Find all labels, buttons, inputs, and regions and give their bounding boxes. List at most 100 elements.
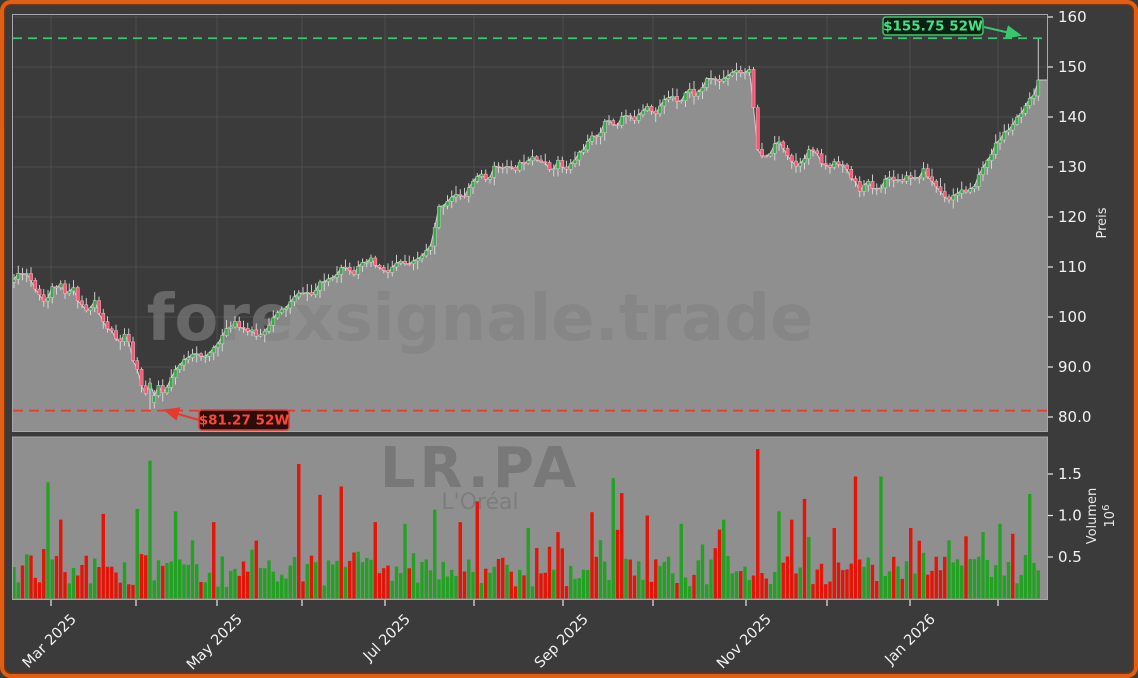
volume-bar xyxy=(118,582,122,599)
watermark-company: L'Oréal xyxy=(441,490,518,515)
volume-bar xyxy=(836,562,841,599)
volume-bar xyxy=(229,570,233,599)
volume-bar xyxy=(12,567,16,599)
candle-up xyxy=(517,161,522,171)
candle-up xyxy=(972,186,977,189)
candle-down xyxy=(560,159,565,168)
x-axis: Mar 2025 May 2025 Jul 2025 Sep 2025 Nov 2025… xyxy=(20,600,999,673)
volume-bar xyxy=(233,568,237,599)
candle-down xyxy=(840,164,845,166)
candle-down xyxy=(352,270,356,275)
candle-up xyxy=(364,261,369,264)
candle-up xyxy=(721,78,726,82)
volume-bar xyxy=(1002,575,1006,599)
volume-bar xyxy=(717,529,722,599)
candle-down xyxy=(381,267,386,271)
volume-bar xyxy=(110,566,114,599)
volume-bar xyxy=(394,566,399,599)
candle-up xyxy=(1023,105,1028,114)
volume-bar xyxy=(161,565,165,599)
volume-bar xyxy=(263,568,267,599)
candle-down xyxy=(509,166,514,168)
volume-bar xyxy=(768,584,773,599)
volume-bar xyxy=(581,569,586,599)
volume-bar xyxy=(284,578,288,599)
candle-up xyxy=(466,187,471,197)
volume-bar xyxy=(628,559,632,599)
candle-up xyxy=(998,139,1002,144)
candle-down xyxy=(139,369,144,386)
volume-bar xyxy=(492,566,496,599)
price-axis-title: Preis xyxy=(1095,207,1110,238)
volume-bar xyxy=(875,581,879,599)
candle-down xyxy=(534,156,539,161)
volume-bar xyxy=(471,571,475,599)
volume-bar xyxy=(802,498,807,599)
candle-down xyxy=(37,288,42,296)
candle-up xyxy=(360,262,365,267)
volume-bar xyxy=(93,558,97,599)
volume-bar xyxy=(127,584,131,599)
volume-bar xyxy=(318,494,322,599)
volume-bar xyxy=(926,574,930,599)
high-label-text: $155.75 52W xyxy=(883,19,983,35)
volume-bars xyxy=(12,449,1040,599)
candle-up xyxy=(148,382,152,390)
candle-down xyxy=(63,283,67,294)
candle-down xyxy=(241,327,246,329)
volume-bar xyxy=(739,571,743,599)
candle-up xyxy=(806,149,811,159)
volume-bar xyxy=(696,560,700,599)
candle-up xyxy=(641,110,645,116)
price-tick-label: 100 xyxy=(1058,308,1087,326)
candle-down xyxy=(118,338,123,342)
candle-up xyxy=(772,143,777,154)
volume-bar xyxy=(335,560,339,599)
candle-down xyxy=(764,155,769,158)
candle-up xyxy=(50,286,55,298)
volume-bar xyxy=(760,573,764,599)
price-tick-label: 90.0 xyxy=(1058,358,1091,376)
price-panel-spine xyxy=(12,14,1048,432)
volume-bar xyxy=(501,557,505,599)
volume-bar xyxy=(292,556,297,599)
candle-down xyxy=(934,180,939,188)
price-axis: 160 150 140 130 120 110 100 90.0 80.0 xyxy=(1048,8,1091,426)
candle-up xyxy=(58,283,63,289)
x-tick-label: Sep 2025 xyxy=(532,612,592,672)
candle-up xyxy=(424,250,429,257)
scale-base: 10 xyxy=(1103,511,1118,528)
volume-bar xyxy=(258,567,263,599)
x-tick-label: Mar 2025 xyxy=(20,612,80,672)
volume-bar xyxy=(692,574,696,599)
volume-bar xyxy=(849,563,853,599)
volume-bar xyxy=(530,586,535,599)
volume-bar xyxy=(195,564,199,599)
volume-bar xyxy=(271,571,275,599)
volume-bar xyxy=(416,582,420,599)
candle-up xyxy=(734,70,739,73)
candle-up xyxy=(437,206,441,228)
candle-up xyxy=(445,201,450,207)
candle-down xyxy=(199,353,203,357)
candle-down xyxy=(539,159,543,163)
price-tick-label: 160 xyxy=(1058,8,1087,26)
candle-up xyxy=(46,297,50,302)
volume-bar xyxy=(930,570,934,599)
volume-bar xyxy=(683,577,688,599)
candle-up xyxy=(279,309,284,313)
volume-bar xyxy=(662,561,666,599)
candle-up xyxy=(526,160,531,164)
candle-up xyxy=(1036,79,1041,97)
volume-bar xyxy=(322,585,326,599)
volume-bar xyxy=(169,561,173,599)
volume-bar xyxy=(603,561,607,599)
volume-bar xyxy=(526,527,530,599)
candle-down xyxy=(908,175,913,179)
candle-up xyxy=(318,281,322,291)
candle-down xyxy=(760,149,764,157)
candle-down xyxy=(547,162,552,170)
volume-bar xyxy=(122,562,127,599)
candle-up xyxy=(267,325,271,332)
